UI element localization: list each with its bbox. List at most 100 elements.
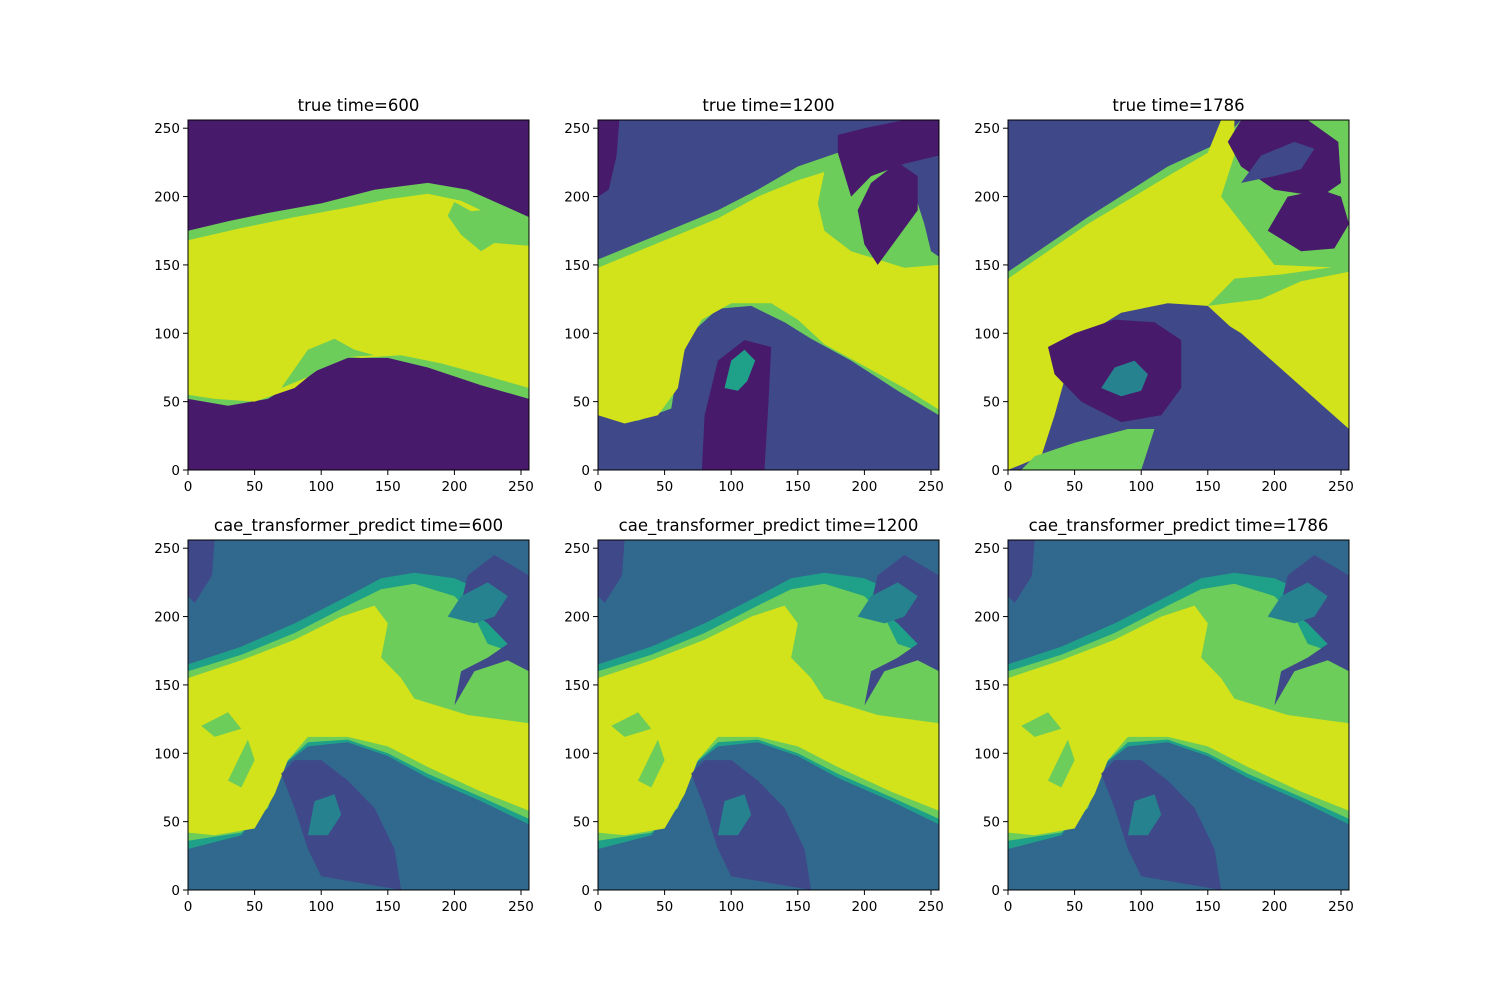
subplot-6: 0 50 100 150 200 250 0 50 100 150 200 250 cae_transf… (974, 516, 1354, 915)
contour-band (1178, 312, 1349, 470)
subplot-2: 0 50 100 150 200 250 0 50 100 150 200 250 true time=… (564, 96, 944, 495)
y-tick-label: 100 (154, 326, 180, 342)
y-tick-label: 150 (154, 258, 180, 274)
subplot-5: 0 50 100 150 200 250 0 50 100 150 200 250 cae_transf… (564, 516, 944, 915)
y-tick-label: 0 (171, 463, 180, 479)
contour-field (1008, 120, 1349, 470)
contour-band (611, 712, 652, 737)
x-tick-label: 150 (785, 479, 811, 495)
y-tick-label: 150 (564, 258, 590, 274)
contour-band (757, 120, 905, 142)
subplot-title: cae_transformer_predict time=1786 (1029, 516, 1329, 536)
x-tick-label: 100 (308, 899, 334, 915)
contour-band (1008, 540, 1035, 603)
y-tick-label: 250 (974, 121, 1000, 137)
x-tick-label: 100 (718, 479, 744, 495)
x-tick-label: 50 (656, 479, 673, 495)
contour-band (1048, 739, 1075, 788)
y-tick-label: 50 (573, 815, 590, 831)
contour-band (598, 540, 625, 603)
x-tick-label: 200 (852, 899, 878, 915)
x-tick-label: 0 (594, 479, 603, 495)
y-tick-label: 50 (163, 815, 180, 831)
contour-band (1267, 189, 1349, 252)
x-tick-label: 250 (918, 479, 944, 495)
subplot-title: true time=1200 (702, 96, 834, 115)
y-tick-label: 50 (163, 395, 180, 411)
y-tick-label: 100 (564, 746, 590, 762)
y-tick-label: 50 (573, 395, 590, 411)
x-tick-label: 0 (184, 479, 193, 495)
contour-band (228, 739, 255, 788)
x-tick-label: 250 (1328, 899, 1354, 915)
x-tick-label: 0 (184, 899, 193, 915)
contour-band (1207, 264, 1349, 306)
subplot-title: cae_transformer_predict time=600 (214, 516, 503, 536)
y-tick-label: 250 (564, 541, 590, 557)
contour-band (447, 202, 529, 252)
x-tick-label: 200 (1262, 479, 1288, 495)
y-tick-label: 200 (974, 190, 1000, 206)
contour-band (1101, 360, 1148, 397)
x-tick-label: 150 (375, 479, 401, 495)
y-tick-label: 100 (974, 326, 1000, 342)
contour-band (201, 712, 242, 737)
contour-band (837, 120, 939, 197)
y-tick-label: 100 (974, 746, 1000, 762)
contour-band (701, 340, 772, 470)
contour-band (281, 338, 375, 388)
x-tick-label: 250 (918, 899, 944, 915)
axes-frame (187, 539, 530, 891)
subplot-3: 0 50 100 150 200 250 0 50 100 150 200 250 true time=… (974, 96, 1354, 495)
axes-frame (597, 539, 940, 891)
x-tick-label: 200 (442, 479, 468, 495)
x-tick-label: 150 (1195, 479, 1221, 495)
y-tick-label: 100 (564, 326, 590, 342)
y-tick-label: 150 (974, 678, 1000, 694)
y-tick-label: 200 (564, 610, 590, 626)
contour-band (188, 605, 529, 836)
contour-field (188, 120, 529, 470)
x-tick-label: 200 (1262, 899, 1288, 915)
contour-band (1101, 760, 1222, 890)
x-tick-label: 50 (656, 899, 673, 915)
axes-frame (1007, 539, 1350, 891)
contour-band (1127, 794, 1162, 836)
x-tick-label: 150 (785, 899, 811, 915)
y-tick-label: 0 (581, 463, 590, 479)
y-tick-label: 150 (154, 678, 180, 694)
contour-band (188, 540, 215, 603)
contour-field (598, 120, 939, 470)
contour-field (188, 540, 529, 890)
contour-band (1267, 582, 1328, 624)
y-tick-label: 0 (991, 883, 1000, 899)
y-tick-label: 50 (983, 815, 1000, 831)
axes-frame (597, 119, 940, 471)
x-tick-label: 200 (852, 479, 878, 495)
contour-band (447, 582, 508, 624)
contour-band (598, 120, 620, 197)
y-tick-label: 0 (171, 883, 180, 899)
x-tick-label: 200 (442, 899, 468, 915)
y-tick-label: 250 (154, 121, 180, 137)
y-tick-label: 250 (974, 541, 1000, 557)
y-tick-label: 250 (564, 121, 590, 137)
x-tick-label: 0 (1004, 899, 1013, 915)
x-tick-label: 100 (308, 479, 334, 495)
contour-field (598, 540, 939, 890)
x-tick-label: 100 (1128, 479, 1154, 495)
x-tick-label: 50 (246, 899, 263, 915)
contour-band (724, 349, 756, 391)
y-tick-label: 0 (581, 883, 590, 899)
contour-band (857, 582, 918, 624)
contour-band (691, 760, 812, 890)
y-tick-label: 150 (564, 678, 590, 694)
contour-band (1241, 141, 1315, 183)
x-tick-label: 150 (1195, 899, 1221, 915)
contour-band (598, 605, 939, 836)
contour-band (1008, 605, 1349, 836)
y-tick-label: 200 (154, 190, 180, 206)
x-tick-label: 150 (375, 899, 401, 915)
subplot-title: cae_transformer_predict time=1200 (619, 516, 919, 536)
